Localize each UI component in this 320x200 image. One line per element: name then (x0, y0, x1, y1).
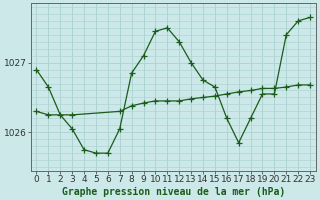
X-axis label: Graphe pression niveau de la mer (hPa): Graphe pression niveau de la mer (hPa) (62, 186, 285, 197)
